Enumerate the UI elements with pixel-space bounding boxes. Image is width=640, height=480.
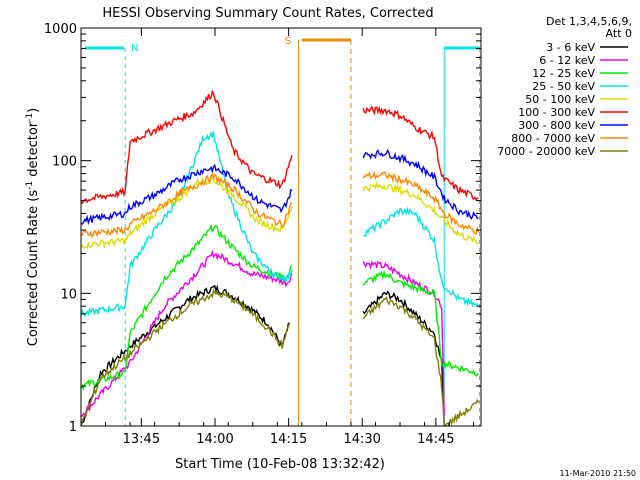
legend-label-50-100-kev: 50 - 100 keV xyxy=(525,93,595,106)
series-7000-20000-kev xyxy=(80,288,291,427)
y-axis-label-main: Corrected Count Rate (s xyxy=(26,190,41,347)
x-tick-label: 14:30 xyxy=(343,432,380,447)
y-tick-label: 1000 xyxy=(44,22,77,37)
y-tick-label: 100 xyxy=(52,155,77,170)
legend-label-7000-20000-kev: 7000 - 20000 keV xyxy=(497,145,595,158)
series-6-12-kev xyxy=(80,249,293,417)
series-25-50-kev-after-gap xyxy=(363,206,480,308)
x-tick-label: 14:45 xyxy=(417,432,454,447)
y-axis-label-sup1: -1 xyxy=(25,181,35,190)
series-3-6-kev xyxy=(80,284,290,427)
series-100-300-kev xyxy=(80,89,293,205)
legend-label-25-50-kev: 25 - 50 keV xyxy=(532,80,595,93)
legend-label-100-300-kev: 100 - 300 keV xyxy=(518,106,595,119)
legend-header-1: Det 1,3,4,5,6,9, xyxy=(546,15,632,28)
x-axis-ticks: 13:45 14:00 14:15 14:30 14:45 xyxy=(80,28,475,447)
y-tick-label: 10 xyxy=(60,287,77,302)
series-50-100-kev xyxy=(80,174,293,250)
legend-label-3-6-kev: 3 - 6 keV xyxy=(546,41,595,54)
series-7000-20000-kev-after-gap xyxy=(362,295,480,427)
series-800-7000-kev-after-gap xyxy=(362,170,480,235)
flag-n-label: N xyxy=(131,43,138,54)
series-100-300-kev-after-gap xyxy=(362,105,479,201)
y-axis-label-sup2: -1 xyxy=(25,113,35,122)
y-axis-ticks: 1 10 100 1000 xyxy=(44,22,481,435)
plot-area: NS xyxy=(80,36,481,427)
series-3-6-kev-after-gap xyxy=(362,290,445,427)
series-25-50-kev xyxy=(80,130,293,317)
series-300-800-kev-after-gap xyxy=(362,148,479,221)
x-tick-label: 14:00 xyxy=(196,432,233,447)
legend-header-2: Att 0 xyxy=(606,27,632,40)
timestamp: 11-Mar-2010 21:50 xyxy=(560,469,637,478)
y-axis-label-mid: detector xyxy=(26,121,41,181)
legend-label-12-25-kev: 12 - 25 keV xyxy=(532,67,595,80)
y-axis-label-end: ) xyxy=(26,108,41,113)
series-300-800-kev xyxy=(80,163,293,226)
legend-label-6-12-kev: 6 - 12 keV xyxy=(539,54,595,67)
legend-label-800-7000-kev: 800 - 7000 keV xyxy=(511,132,595,145)
y-axis-label: Corrected Count Rate (s-1 detector-1) xyxy=(25,108,41,346)
flag-s-label: S xyxy=(285,36,291,47)
series-800-7000-kev xyxy=(80,172,293,239)
series-12-25-kev-after-gap xyxy=(362,270,480,377)
x-tick-label: 13:45 xyxy=(123,432,160,447)
chart-title: HESSI Observing Summary Count Rates, Cor… xyxy=(102,6,433,21)
plot-frame xyxy=(80,27,482,427)
y-tick-label: 1 xyxy=(69,420,77,435)
series-50-100-kev-after-gap xyxy=(362,181,479,245)
x-axis-label: Start Time (10-Feb-08 13:32:42) xyxy=(175,457,385,472)
legend-label-300-800-kev: 300 - 800 keV xyxy=(518,119,595,132)
series-12-25-kev xyxy=(80,223,293,391)
x-tick-label: 14:15 xyxy=(270,432,307,447)
